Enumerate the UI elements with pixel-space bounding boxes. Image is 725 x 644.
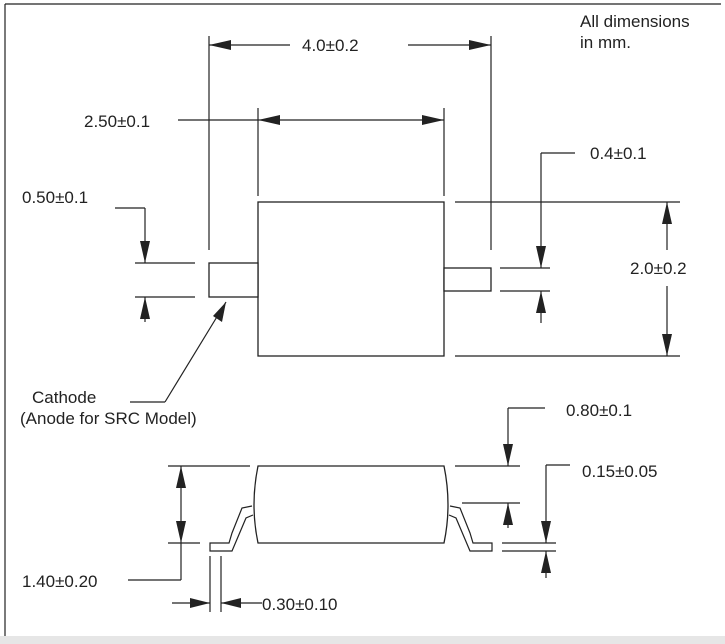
lead-plating-label: 0.15±0.05 <box>582 462 658 481</box>
dim-lead-thickness: 0.4±0.1 <box>500 144 647 323</box>
note-line-1: All dimensions <box>580 12 690 31</box>
body-width-label: 2.0±0.2 <box>630 259 687 278</box>
note-line-2: in mm. <box>580 33 631 52</box>
cathode-label-line-2: (Anode for SRC Model) <box>20 409 197 428</box>
dim-overall-height: 1.40±0.20 <box>22 465 250 591</box>
bottom-bar <box>0 636 725 644</box>
package-body-top-view <box>257 201 445 357</box>
overall-height-label: 1.40±0.20 <box>22 572 98 591</box>
dim-lead-standoff: 0.80±0.1 <box>455 401 632 528</box>
lead-thickness-label: 0.4±0.1 <box>590 144 647 163</box>
lead-height-label: 0.50±0.1 <box>22 188 88 207</box>
lead-width-label: 0.30±0.10 <box>262 595 338 614</box>
drawing-frame <box>4 3 721 636</box>
right-gull-wing-lead <box>448 505 493 552</box>
dim-body-width: 2.0±0.2 <box>455 201 687 357</box>
body-length-label: 2.50±0.1 <box>84 112 150 131</box>
cathode-leader: Cathode (Anode for SRC Model) <box>20 301 227 428</box>
dim-lead-width: 0.30±0.10 <box>172 556 338 614</box>
cathode-lead <box>208 262 259 298</box>
package-body-side-view <box>253 465 449 544</box>
dim-lead-height: 0.50±0.1 <box>22 188 195 322</box>
dim-body-length: 2.50±0.1 <box>84 108 445 196</box>
dim-lead-plating: 0.15±0.05 <box>502 462 658 578</box>
lead-standoff-label: 0.80±0.1 <box>566 401 632 420</box>
overall-length-label: 4.0±0.2 <box>302 36 359 55</box>
anode-lead <box>443 267 492 292</box>
left-gull-wing-lead <box>209 505 254 552</box>
dim-overall-length: 4.0±0.2 <box>208 36 492 250</box>
cathode-label-line-1: Cathode <box>32 388 96 407</box>
